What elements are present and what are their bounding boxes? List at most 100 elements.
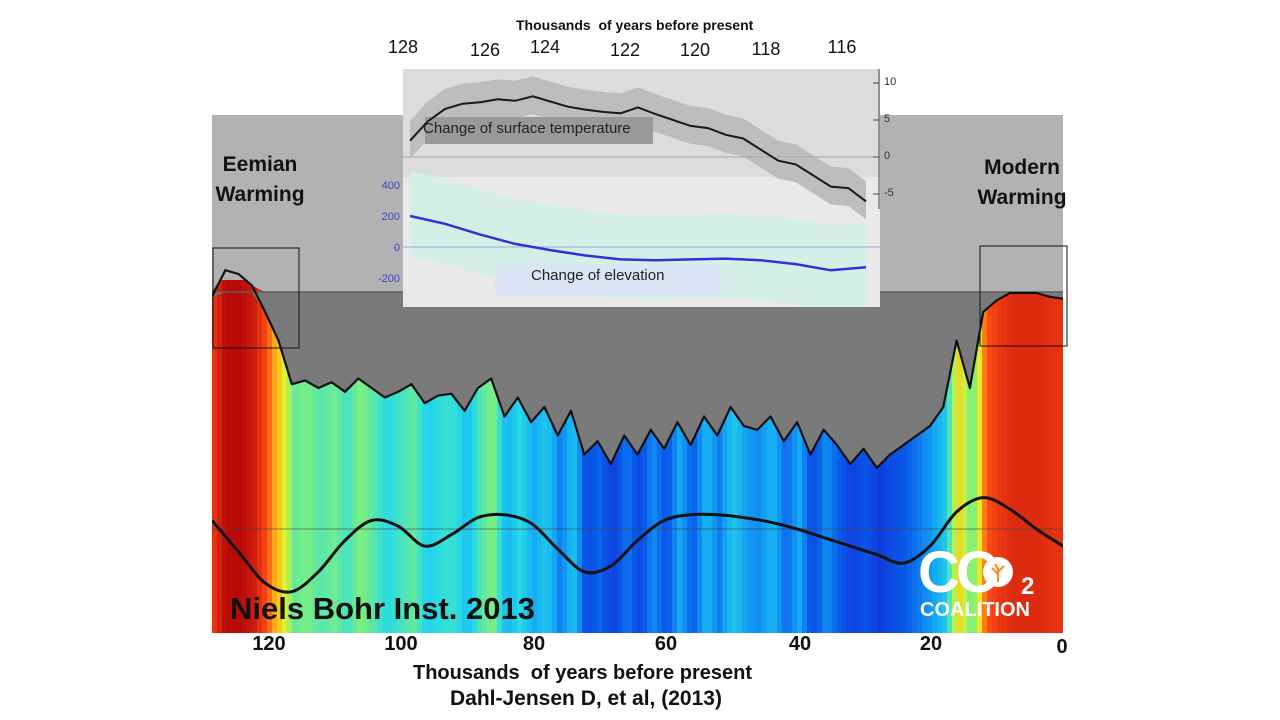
- color-band: [452, 280, 458, 633]
- color-band: [837, 280, 843, 633]
- color-band: [912, 280, 918, 633]
- color-band: [402, 280, 408, 633]
- color-band: [487, 280, 493, 633]
- color-band: [382, 280, 388, 633]
- color-band: [597, 280, 603, 633]
- annotation-modern: Modern Warming: [962, 153, 1082, 213]
- color-band: [947, 280, 953, 633]
- color-band: [307, 280, 313, 633]
- color-band: [1042, 280, 1048, 633]
- annotation-eemian-text: Eemian Warming: [215, 153, 305, 206]
- top-tick-label: 120: [679, 40, 711, 60]
- color-band: [752, 280, 758, 633]
- color-band: [862, 280, 868, 633]
- color-band: [742, 280, 748, 633]
- top-tick-label: 126: [469, 40, 501, 60]
- x-tick-label: 120: [252, 633, 286, 655]
- color-band: [982, 280, 988, 633]
- color-band: [302, 280, 308, 633]
- color-band: [542, 280, 548, 633]
- color-band: [997, 280, 1003, 633]
- color-band: [767, 280, 773, 633]
- color-band: [657, 280, 663, 633]
- color-band: [917, 280, 923, 633]
- top-tick-label: 116: [827, 37, 857, 57]
- color-band: [932, 280, 938, 633]
- temperature-change-line: [409, 95, 867, 203]
- color-band: [857, 280, 863, 633]
- color-band: [277, 280, 283, 633]
- color-band: [602, 280, 608, 633]
- color-band: [482, 280, 488, 633]
- color-band: [497, 280, 503, 633]
- color-band: [477, 280, 483, 633]
- color-band: [1057, 280, 1063, 633]
- color-band: [267, 280, 273, 633]
- color-band: [222, 280, 228, 633]
- color-band: [412, 280, 418, 633]
- color-band: [312, 280, 318, 633]
- color-band: [907, 280, 913, 633]
- inset-chart: Change of surface temperature Change of …: [403, 69, 880, 307]
- color-band: [337, 280, 343, 633]
- color-band: [792, 280, 798, 633]
- top-tick-label: 122: [609, 40, 641, 60]
- color-band: [327, 280, 333, 633]
- color-band: [462, 280, 468, 633]
- color-band: [617, 280, 623, 633]
- color-band: [357, 280, 363, 633]
- color-band: [587, 280, 593, 633]
- color-band: [252, 280, 258, 633]
- x-tick-label: 20: [919, 633, 943, 655]
- annotation-modern-text: Modern Warming: [977, 156, 1067, 209]
- color-band: [817, 280, 823, 633]
- smooth-curve-line: [212, 496, 1063, 594]
- color-band: [232, 280, 238, 633]
- color-band: [992, 280, 998, 633]
- color-band: [1047, 280, 1053, 633]
- eemian-highlight-box: [212, 247, 300, 349]
- color-band: [562, 280, 568, 633]
- color-band: [622, 280, 628, 633]
- elevation-change-line: [409, 214, 867, 272]
- elevation-caption: Change of elevation: [531, 267, 665, 284]
- color-band: [802, 280, 808, 633]
- color-band: [642, 280, 648, 633]
- annotation-eemian: Eemian Warming: [200, 150, 320, 210]
- color-band: [722, 280, 728, 633]
- logo-coalition-text: COALITION: [920, 599, 1030, 621]
- left-tick-label: 400: [382, 180, 400, 192]
- color-band: [362, 280, 368, 633]
- color-band: [1027, 280, 1033, 633]
- color-band: [407, 280, 413, 633]
- right-tick-label: 10: [884, 76, 897, 88]
- x-tick-label: 60: [654, 633, 678, 655]
- color-band: [507, 280, 513, 633]
- color-band: [937, 280, 943, 633]
- color-band: [257, 280, 263, 633]
- color-band: [812, 280, 818, 633]
- color-band: [472, 280, 478, 633]
- color-band: [347, 280, 353, 633]
- color-band: [577, 280, 583, 633]
- color-band: [962, 280, 968, 633]
- color-band: [262, 280, 268, 633]
- elevation-caption-bg: [495, 265, 721, 295]
- color-band: [332, 280, 338, 633]
- color-band: [632, 280, 638, 633]
- color-band: [952, 280, 958, 633]
- chart-title: Niels Bohr Inst. 2013: [230, 591, 535, 626]
- color-band: [782, 280, 788, 633]
- right-tick-label: 5: [884, 113, 891, 125]
- color-band: [697, 280, 703, 633]
- color-band: [732, 280, 738, 633]
- color-band: [492, 280, 498, 633]
- co2-coalition-logo: CO 2 COALITION: [918, 538, 1048, 622]
- color-band: [987, 280, 993, 633]
- color-band: [427, 280, 433, 633]
- color-band: [1032, 280, 1038, 633]
- color-band: [517, 280, 523, 633]
- color-band: [672, 280, 678, 633]
- temperature-proxy-line: [212, 269, 1063, 469]
- color-band: [942, 280, 948, 633]
